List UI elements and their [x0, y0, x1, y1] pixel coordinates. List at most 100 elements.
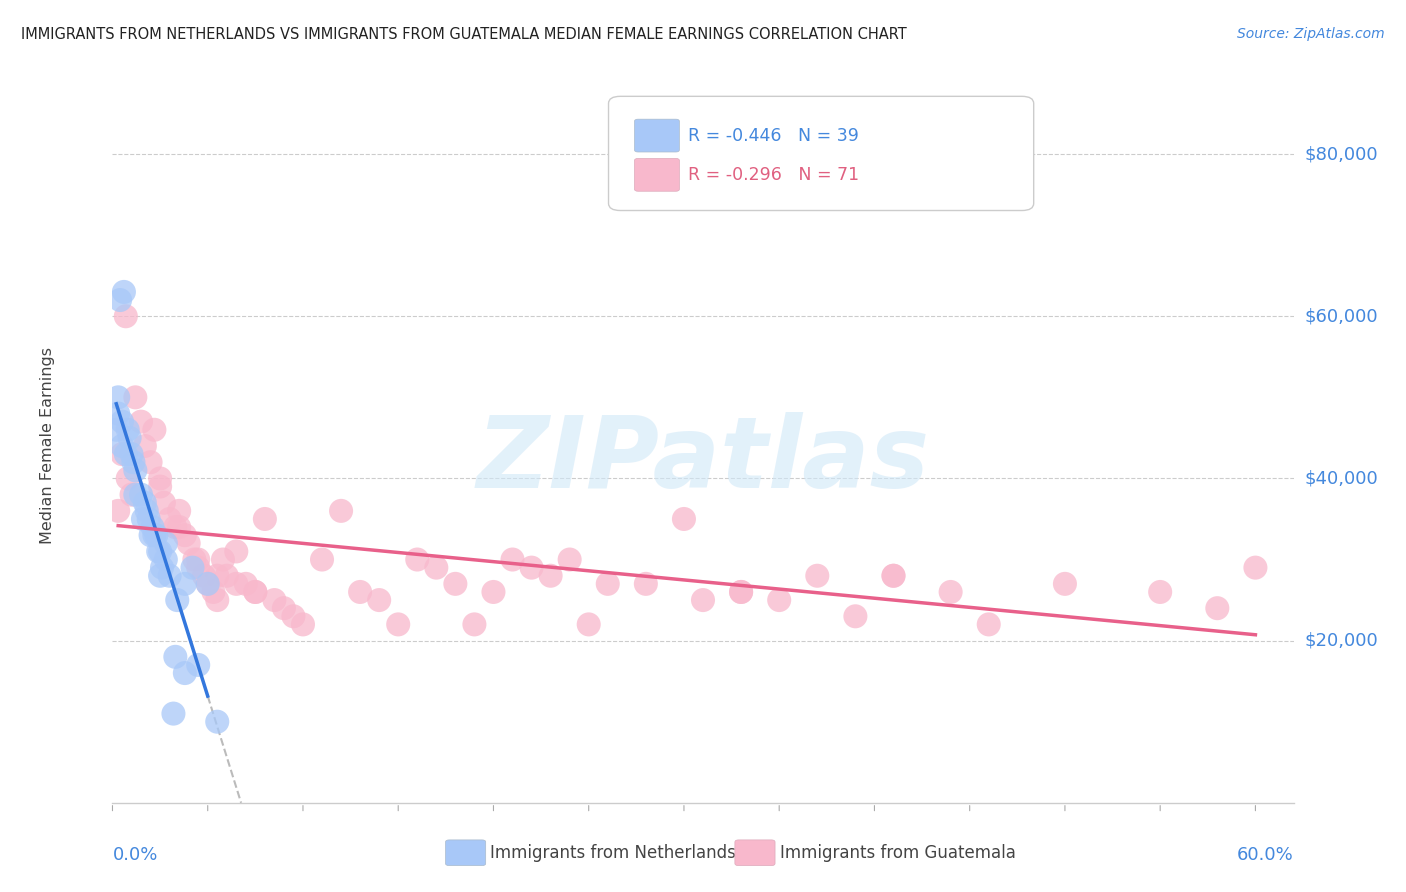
- Text: 0.0%: 0.0%: [112, 846, 157, 863]
- Point: [162, 706, 184, 721]
- Point: [672, 512, 695, 526]
- Text: IMMIGRANTS FROM NETHERLANDS VS IMMIGRANTS FROM GUATEMALA MEDIAN FEMALE EARNINGS : IMMIGRANTS FROM NETHERLANDS VS IMMIGRANT…: [21, 27, 907, 42]
- Point: [149, 471, 172, 485]
- Point: [207, 593, 229, 607]
- Point: [111, 439, 134, 453]
- Point: [596, 577, 619, 591]
- Point: [1244, 560, 1267, 574]
- Point: [291, 617, 314, 632]
- Point: [215, 568, 238, 582]
- Point: [153, 496, 176, 510]
- Point: [882, 568, 904, 582]
- Point: [245, 585, 267, 599]
- Point: [111, 415, 134, 429]
- Point: [225, 544, 247, 558]
- Point: [181, 560, 204, 574]
- Point: [121, 488, 143, 502]
- Point: [167, 504, 190, 518]
- Point: [183, 552, 205, 566]
- Point: [1206, 601, 1229, 615]
- Text: R = -0.446   N = 39: R = -0.446 N = 39: [688, 127, 859, 145]
- Point: [207, 568, 229, 582]
- Point: [502, 552, 524, 566]
- Point: [149, 544, 172, 558]
- Point: [108, 293, 131, 307]
- Point: [235, 577, 257, 591]
- Point: [112, 285, 135, 299]
- Point: [368, 593, 391, 607]
- Point: [167, 520, 190, 534]
- Point: [806, 568, 828, 582]
- Point: [520, 560, 543, 574]
- Point: [124, 463, 146, 477]
- Point: [124, 390, 146, 404]
- Point: [202, 585, 225, 599]
- FancyBboxPatch shape: [735, 840, 775, 865]
- Point: [141, 520, 163, 534]
- Point: [406, 552, 429, 566]
- Point: [135, 504, 157, 518]
- Text: $60,000: $60,000: [1305, 307, 1378, 326]
- Text: $20,000: $20,000: [1305, 632, 1378, 649]
- Point: [111, 447, 134, 461]
- Point: [387, 617, 409, 632]
- Point: [117, 471, 139, 485]
- Point: [482, 585, 505, 599]
- Point: [463, 617, 485, 632]
- Point: [149, 568, 172, 582]
- Point: [844, 609, 866, 624]
- Point: [139, 528, 162, 542]
- Point: [114, 447, 136, 461]
- Point: [150, 560, 173, 574]
- Point: [173, 666, 195, 681]
- Text: Immigrants from Netherlands: Immigrants from Netherlands: [491, 844, 737, 862]
- FancyBboxPatch shape: [634, 159, 679, 191]
- Point: [149, 479, 172, 493]
- Point: [578, 617, 600, 632]
- Point: [143, 528, 166, 542]
- Point: [245, 585, 267, 599]
- Point: [107, 390, 129, 404]
- Point: [273, 601, 295, 615]
- Point: [124, 488, 146, 502]
- Text: Source: ZipAtlas.com: Source: ZipAtlas.com: [1237, 27, 1385, 41]
- Point: [166, 593, 188, 607]
- Point: [143, 423, 166, 437]
- Point: [121, 447, 143, 461]
- Point: [977, 617, 1000, 632]
- Text: Median Female Earnings: Median Female Earnings: [39, 348, 55, 544]
- Point: [1053, 577, 1076, 591]
- Point: [159, 568, 181, 582]
- Point: [114, 310, 136, 324]
- Point: [349, 585, 371, 599]
- Point: [138, 512, 160, 526]
- Point: [173, 528, 195, 542]
- Text: 60.0%: 60.0%: [1237, 846, 1294, 863]
- Point: [444, 577, 467, 591]
- Point: [225, 577, 247, 591]
- Point: [425, 560, 447, 574]
- FancyBboxPatch shape: [634, 120, 679, 152]
- Point: [165, 649, 187, 664]
- Point: [129, 488, 152, 502]
- Point: [129, 415, 152, 429]
- Point: [107, 504, 129, 518]
- Point: [165, 520, 187, 534]
- Point: [155, 552, 177, 566]
- Point: [730, 585, 752, 599]
- Point: [692, 593, 714, 607]
- Point: [193, 568, 215, 582]
- FancyBboxPatch shape: [609, 96, 1033, 211]
- Point: [145, 528, 167, 542]
- Point: [730, 585, 752, 599]
- Point: [253, 512, 276, 526]
- Point: [107, 407, 129, 421]
- Point: [197, 577, 219, 591]
- Point: [311, 552, 333, 566]
- Point: [105, 423, 128, 437]
- Point: [132, 512, 155, 526]
- Text: ZIPatlas: ZIPatlas: [477, 412, 929, 508]
- Point: [187, 560, 209, 574]
- Point: [117, 423, 139, 437]
- Point: [212, 552, 235, 566]
